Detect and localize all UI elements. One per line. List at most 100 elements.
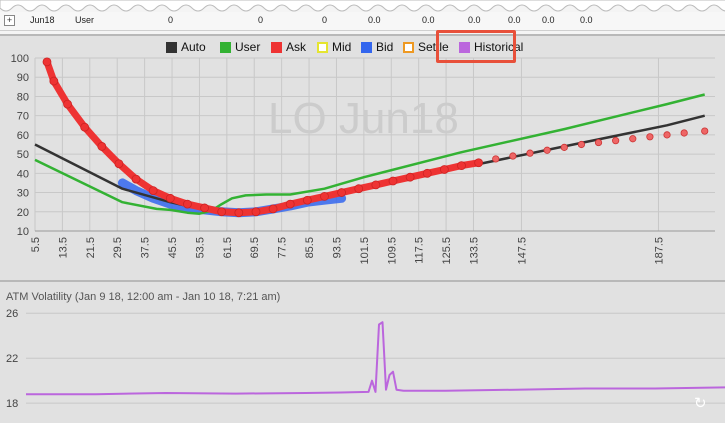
smile-chart-panel[interactable]: 10 20 30 40 50 60 70 80 90 100 5.5 13.5 21.5 29.5 37.5… bbox=[0, 34, 725, 280]
refresh-icon[interactable]: ↻ bbox=[694, 395, 707, 412]
x-tick-label: 147.5 bbox=[516, 237, 528, 265]
x-tick-label: 117.5 bbox=[414, 237, 426, 264]
legend-swatch-icon bbox=[271, 42, 282, 53]
ask-far-point bbox=[492, 155, 500, 163]
row-cell: 0.0 bbox=[422, 15, 435, 25]
ask-far-point bbox=[612, 137, 620, 145]
ask-far-point bbox=[543, 146, 551, 154]
ask-point bbox=[217, 207, 227, 217]
row-cell: 0.0 bbox=[508, 15, 521, 25]
series-user bbox=[34, 93, 706, 215]
series-historical bbox=[26, 321, 725, 396]
x-tick-label: 101.5 bbox=[359, 237, 371, 265]
x-tick-label: 85.5 bbox=[304, 237, 316, 258]
x-tick-label: 13.5 bbox=[57, 237, 69, 258]
ask-point bbox=[337, 188, 346, 197]
x-tick-label: 61.5 bbox=[222, 237, 234, 258]
ask-far-point bbox=[526, 149, 534, 157]
y-tick-label: 20 bbox=[17, 207, 29, 219]
ask-far-point bbox=[629, 135, 637, 143]
ask-point bbox=[439, 165, 449, 174]
ask-far-point bbox=[663, 131, 671, 139]
ask-point bbox=[114, 159, 124, 169]
ask-point bbox=[457, 161, 466, 171]
torn-edge bbox=[0, 0, 725, 12]
row-cell: 0 bbox=[322, 15, 328, 25]
row-cell: 0 bbox=[258, 15, 264, 25]
atm-volatility-panel[interactable]: 18 22 26 ATM Volatility (Jan 9 18, 12:00 a… bbox=[0, 280, 725, 423]
ask-point bbox=[63, 99, 72, 109]
row-symbol: Jun18 bbox=[30, 15, 55, 25]
ask-point bbox=[285, 199, 295, 209]
table-row[interactable]: + Jun18 User 0 0 0 0.0 0.0 0.0 0.0 0.0 0… bbox=[0, 12, 725, 31]
x-tick-label: 45.5 bbox=[167, 237, 179, 258]
smile-chart[interactable]: 10 20 30 40 50 60 70 80 90 100 5.5 13.5 21.5 29.5 37.5… bbox=[0, 36, 725, 280]
ask-far-point bbox=[509, 152, 517, 160]
watermark: LO Jun18 bbox=[268, 94, 459, 143]
legend-label: Settle bbox=[418, 40, 449, 54]
ask-point bbox=[234, 208, 244, 218]
ask-far-point bbox=[701, 127, 709, 135]
ask-point bbox=[183, 199, 192, 209]
ask-point bbox=[80, 122, 90, 132]
legend-swatch-icon bbox=[361, 42, 372, 53]
y-tick-label: 100 bbox=[11, 53, 29, 65]
ask-point bbox=[320, 191, 329, 201]
x-tick-label: 69.5 bbox=[249, 237, 261, 258]
ask-far-point bbox=[560, 143, 568, 151]
row-source: User bbox=[75, 15, 95, 25]
legend-label: Mid bbox=[332, 40, 352, 54]
ask-far-point bbox=[646, 133, 654, 141]
legend-label: User bbox=[235, 40, 261, 54]
top-strip: + Jun18 User 0 0 0 0.0 0.0 0.0 0.0 0.0 0… bbox=[0, 0, 725, 34]
legend-label: Bid bbox=[376, 40, 394, 54]
y-tick-label: 50 bbox=[17, 149, 29, 161]
x-tick-label: 125.5 bbox=[441, 237, 453, 265]
ask-point bbox=[354, 184, 364, 194]
ask-point bbox=[302, 195, 312, 205]
row-cell: 0.0 bbox=[580, 15, 593, 25]
x-tick-label: 5.5 bbox=[30, 237, 42, 252]
row-cell: 0.0 bbox=[368, 15, 381, 25]
ask-point bbox=[388, 176, 398, 186]
ask-point bbox=[405, 172, 415, 182]
x-tick-label: 29.5 bbox=[112, 237, 124, 258]
ask-far-point bbox=[680, 129, 688, 137]
ask-point bbox=[371, 180, 381, 190]
legend-swatch-icon bbox=[220, 42, 231, 53]
row-cell: 0.0 bbox=[542, 15, 555, 25]
x-tick-label: 21.5 bbox=[85, 237, 97, 258]
y-tick-label: 90 bbox=[17, 72, 29, 84]
expand-icon[interactable]: + bbox=[4, 15, 15, 26]
ask-point bbox=[251, 207, 261, 217]
legend-swatch-icon bbox=[317, 42, 328, 53]
ask-point bbox=[49, 76, 59, 86]
x-tick-label: 133.5 bbox=[468, 237, 480, 265]
ask-point bbox=[42, 57, 52, 67]
y-tick-label: 18 bbox=[6, 398, 18, 410]
y-tick-label: 10 bbox=[17, 226, 29, 238]
x-tick-label: 37.5 bbox=[140, 237, 152, 258]
ask-point bbox=[97, 142, 107, 151]
legend-label: Ask bbox=[286, 40, 307, 54]
x-tick-label: 187.5 bbox=[653, 237, 665, 265]
ask-point bbox=[268, 204, 278, 214]
x-tick-label: 109.5 bbox=[386, 237, 398, 265]
ask-far-point bbox=[594, 138, 603, 147]
historical-highlight-box bbox=[436, 30, 516, 63]
legend-swatch-icon bbox=[166, 42, 177, 53]
y-tick-label: 26 bbox=[6, 308, 18, 320]
y-tick-label: 60 bbox=[17, 130, 29, 142]
legend-label: Auto bbox=[181, 40, 206, 54]
row-cell: 0 bbox=[168, 15, 174, 25]
ask-point bbox=[422, 168, 432, 178]
ask-point bbox=[474, 158, 484, 168]
y-tick-label: 40 bbox=[17, 168, 29, 180]
atm-volatility-chart[interactable]: 18 22 26 bbox=[0, 282, 725, 423]
y-tick-label: 22 bbox=[6, 353, 18, 365]
y-tick-label: 70 bbox=[17, 111, 29, 123]
row-cell: 0.0 bbox=[468, 15, 481, 25]
legend-label: Historical bbox=[474, 40, 524, 54]
ask-point bbox=[165, 193, 175, 203]
ask-point bbox=[200, 203, 209, 213]
